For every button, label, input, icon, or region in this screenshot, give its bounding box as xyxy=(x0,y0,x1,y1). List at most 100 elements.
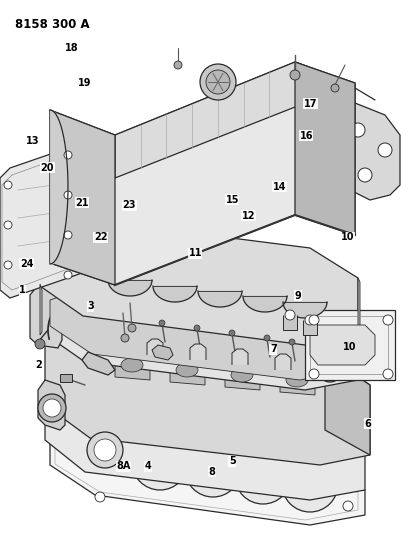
Text: 8A: 8A xyxy=(116,462,130,471)
Text: 24: 24 xyxy=(20,259,33,269)
Polygon shape xyxy=(45,395,365,500)
Circle shape xyxy=(285,310,295,320)
Circle shape xyxy=(110,433,120,443)
Circle shape xyxy=(64,151,72,159)
Circle shape xyxy=(200,64,236,100)
Text: 18: 18 xyxy=(65,43,79,53)
Circle shape xyxy=(4,221,12,229)
Circle shape xyxy=(159,320,165,326)
Circle shape xyxy=(64,191,72,199)
Circle shape xyxy=(38,394,66,422)
Polygon shape xyxy=(325,355,370,455)
Circle shape xyxy=(206,70,230,94)
Circle shape xyxy=(309,369,319,379)
Circle shape xyxy=(95,492,105,502)
Ellipse shape xyxy=(121,358,143,372)
Circle shape xyxy=(264,335,270,341)
Circle shape xyxy=(383,369,393,379)
Circle shape xyxy=(323,363,337,377)
Circle shape xyxy=(132,434,188,490)
Text: 13: 13 xyxy=(26,136,39,146)
Text: 7: 7 xyxy=(270,344,277,354)
Circle shape xyxy=(330,462,340,472)
Polygon shape xyxy=(152,345,173,360)
Circle shape xyxy=(378,143,392,157)
Polygon shape xyxy=(50,430,365,525)
Circle shape xyxy=(343,501,353,511)
Circle shape xyxy=(128,324,136,332)
Text: 10: 10 xyxy=(343,342,357,352)
Polygon shape xyxy=(147,339,163,355)
Text: 6: 6 xyxy=(365,419,371,429)
Polygon shape xyxy=(225,362,260,390)
Text: 11: 11 xyxy=(189,248,202,258)
Text: 22: 22 xyxy=(94,232,107,242)
Polygon shape xyxy=(198,291,242,307)
Circle shape xyxy=(63,289,71,297)
Polygon shape xyxy=(232,349,248,365)
Circle shape xyxy=(319,338,325,344)
Circle shape xyxy=(64,271,72,279)
Circle shape xyxy=(35,339,45,349)
Circle shape xyxy=(43,399,61,417)
Circle shape xyxy=(94,439,116,461)
Ellipse shape xyxy=(286,373,308,387)
Polygon shape xyxy=(42,275,358,390)
Polygon shape xyxy=(38,380,65,430)
Circle shape xyxy=(309,315,319,325)
Text: 8158 300 A: 8158 300 A xyxy=(15,18,90,31)
Polygon shape xyxy=(0,148,90,298)
Circle shape xyxy=(383,315,393,325)
Circle shape xyxy=(121,334,129,342)
Polygon shape xyxy=(50,285,350,380)
Text: 9: 9 xyxy=(295,291,301,301)
Polygon shape xyxy=(82,352,115,375)
Circle shape xyxy=(185,441,241,497)
Text: 21: 21 xyxy=(76,198,89,207)
Polygon shape xyxy=(190,344,206,360)
Circle shape xyxy=(351,123,365,137)
Text: 2: 2 xyxy=(36,360,42,370)
Ellipse shape xyxy=(231,368,253,382)
Polygon shape xyxy=(310,325,375,365)
Text: 4: 4 xyxy=(145,462,151,471)
Polygon shape xyxy=(295,62,355,235)
Polygon shape xyxy=(50,62,355,285)
Circle shape xyxy=(194,325,200,331)
Polygon shape xyxy=(303,320,317,335)
Text: 1: 1 xyxy=(19,286,26,295)
Circle shape xyxy=(235,448,291,504)
Polygon shape xyxy=(280,367,315,395)
Text: 8: 8 xyxy=(208,467,215,477)
Circle shape xyxy=(290,70,300,80)
Polygon shape xyxy=(358,278,360,338)
Polygon shape xyxy=(170,357,205,385)
Polygon shape xyxy=(243,296,287,312)
Polygon shape xyxy=(283,302,327,318)
Bar xyxy=(60,374,72,382)
Text: 16: 16 xyxy=(300,131,313,141)
Polygon shape xyxy=(40,220,358,345)
Text: 19: 19 xyxy=(78,78,91,87)
Polygon shape xyxy=(30,285,62,348)
Circle shape xyxy=(331,84,339,92)
Polygon shape xyxy=(153,286,197,302)
Polygon shape xyxy=(335,95,400,200)
Circle shape xyxy=(318,358,342,382)
Circle shape xyxy=(4,261,12,269)
Polygon shape xyxy=(108,280,152,296)
Text: 23: 23 xyxy=(123,200,136,210)
Circle shape xyxy=(229,330,235,336)
Polygon shape xyxy=(45,330,370,465)
Text: 15: 15 xyxy=(226,195,239,205)
Circle shape xyxy=(4,181,12,189)
Circle shape xyxy=(305,315,315,325)
Circle shape xyxy=(64,231,72,239)
Polygon shape xyxy=(50,110,115,285)
Text: 10: 10 xyxy=(341,232,354,242)
Text: 17: 17 xyxy=(304,99,317,109)
Polygon shape xyxy=(40,284,42,335)
Circle shape xyxy=(174,61,182,69)
Polygon shape xyxy=(283,315,297,330)
Polygon shape xyxy=(275,354,291,370)
